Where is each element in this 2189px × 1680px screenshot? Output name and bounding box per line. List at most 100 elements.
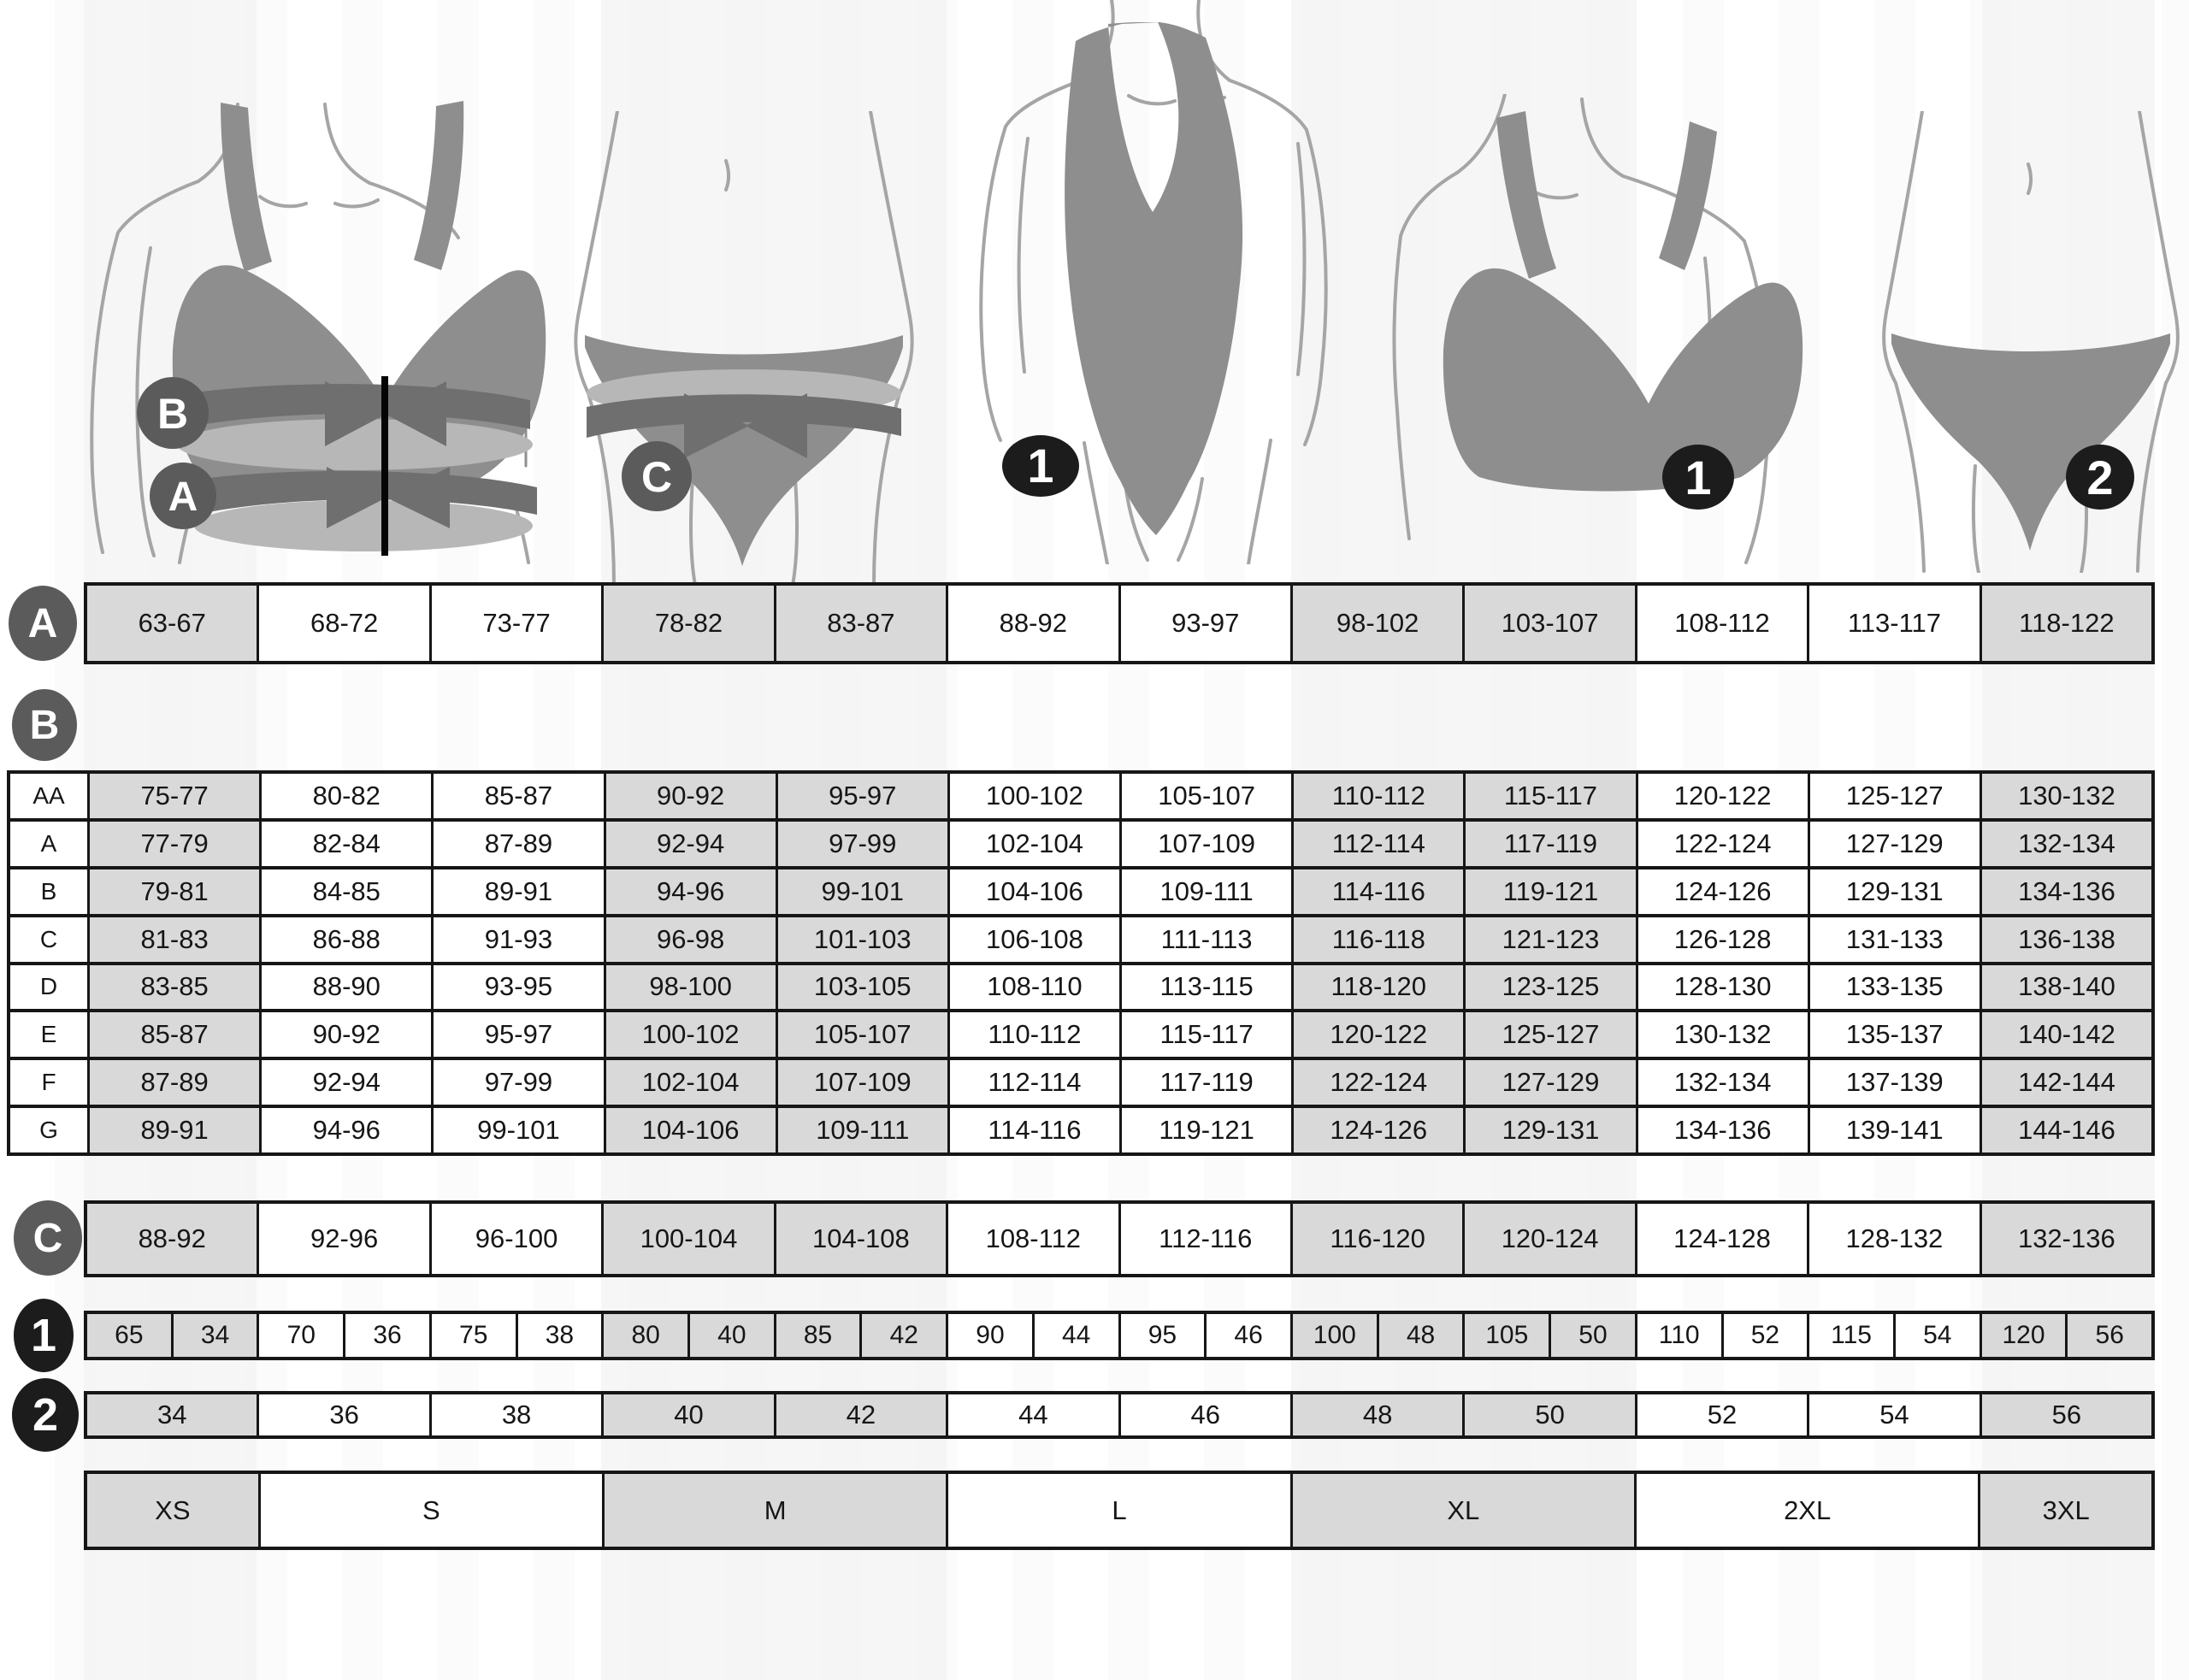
bust-cell: 127-129 <box>1807 821 1980 866</box>
panty-figure: 2 <box>1882 111 2180 573</box>
underbust-cell: 68-72 <box>257 586 429 661</box>
bra-size-pair: 120 56 <box>1979 1314 2152 1357</box>
bra-size-cell: 48 <box>1376 1314 1463 1357</box>
size-cell: XL <box>1289 1474 1634 1547</box>
cup-row: C 81-83 86-88 91-93 96-98 101-103 106-108 111-1… <box>10 913 2152 962</box>
size-cell: 2XL <box>1633 1474 1979 1547</box>
bust-cell: 122-124 <box>1635 821 1808 866</box>
bust-cell: 98-100 <box>603 964 776 1010</box>
bust-cell: 121-123 <box>1463 917 1636 962</box>
bust-cell: 133-135 <box>1807 964 1980 1010</box>
marker-b-label: B <box>29 702 60 748</box>
bra-measurement-figure: B A <box>90 101 546 564</box>
bust-cell: 108-110 <box>947 964 1120 1010</box>
bust-cell: 80-82 <box>259 774 432 818</box>
underbust-cell: 83-87 <box>773 586 947 661</box>
size-cell: 3XL <box>1978 1474 2151 1547</box>
underbust-tape <box>188 467 537 551</box>
bra-size-pair: 110 52 <box>1634 1314 1808 1357</box>
marker-1-circle: 1 <box>14 1299 74 1372</box>
marker-1-circle: 1 <box>1002 435 1079 497</box>
hip-cell: 116-120 <box>1289 1204 1463 1274</box>
bust-cup-table: AA 75-77 80-82 85-87 90-92 95-97 100-102 105-10… <box>7 770 2155 1156</box>
bust-cell: 94-96 <box>259 1108 432 1152</box>
bust-cell: 115-117 <box>1119 1012 1292 1058</box>
panty-size-cell: 46 <box>1118 1394 1290 1435</box>
panty-size-cell: 56 <box>1979 1394 2152 1435</box>
underbust-cell: 78-82 <box>601 586 774 661</box>
cup-label: F <box>10 1060 87 1105</box>
bust-cell: 130-132 <box>1635 1012 1808 1058</box>
bust-cell: 138-140 <box>1979 964 2152 1010</box>
bra-size-cell: 80 <box>604 1314 687 1357</box>
cup-label: D <box>10 964 87 1010</box>
bra-size-cell: 40 <box>687 1314 774 1357</box>
panty-size-cell: 42 <box>773 1394 947 1435</box>
bust-cell: 122-124 <box>1291 1060 1464 1105</box>
bra-size-cell: 70 <box>259 1314 344 1357</box>
bust-cell: 83-85 <box>87 964 260 1010</box>
arrow-left-icon <box>385 381 446 446</box>
panty-size-cell: 40 <box>601 1394 774 1435</box>
bust-cell: 101-103 <box>775 917 947 962</box>
bra-size-cell: 56 <box>2065 1314 2152 1357</box>
bra-size-pair: 75 38 <box>428 1314 602 1357</box>
bust-cell: 134-136 <box>1635 1108 1808 1152</box>
bust-cell: 129-131 <box>1463 1108 1636 1152</box>
bra-size-cell: 34 <box>170 1314 257 1357</box>
size-cell: XS <box>87 1474 258 1547</box>
bust-cell: 92-94 <box>603 821 776 866</box>
size-cell: L <box>946 1474 1290 1547</box>
hip-cell: 100-104 <box>601 1204 774 1274</box>
bra-size-pair: 100 48 <box>1289 1314 1463 1357</box>
bust-cell: 129-131 <box>1807 869 1980 914</box>
cup-row: F 87-89 92-94 97-99 102-104 107-109 112-114 117… <box>10 1057 2152 1105</box>
bra-size-cell: 52 <box>1720 1314 1808 1357</box>
bust-cell: 142-144 <box>1979 1060 2152 1105</box>
cup-label: B <box>10 869 87 914</box>
panty-size-cell: 44 <box>946 1394 1118 1435</box>
panty-garment <box>1891 333 2170 551</box>
bust-cell: 128-130 <box>1635 964 1808 1010</box>
bust-cell: 124-126 <box>1635 869 1808 914</box>
marker-2-circle: 2 <box>2066 445 2134 510</box>
bust-cell: 114-116 <box>1291 869 1464 914</box>
bust-cell: 109-111 <box>1119 869 1292 914</box>
size-cell: M <box>602 1474 947 1547</box>
arrow-left-icon <box>746 393 807 458</box>
bra-garment <box>1443 111 1803 492</box>
hip-cell: 132-136 <box>1979 1204 2152 1274</box>
bra-size-pair: 115 54 <box>1807 1314 1980 1357</box>
bust-cell: 87-89 <box>87 1060 260 1105</box>
bust-cell: 119-121 <box>1463 869 1636 914</box>
bust-cell: 132-134 <box>1979 821 2152 866</box>
bust-cell: 132-134 <box>1635 1060 1808 1105</box>
svg-text:C: C <box>641 453 672 501</box>
bust-cell: 117-119 <box>1119 1060 1292 1105</box>
hip-cell: 112-116 <box>1118 1204 1290 1274</box>
bust-cell: 81-83 <box>87 917 260 962</box>
svg-text:2: 2 <box>2086 451 2113 504</box>
international-size-table: XS S M L XL 2XL 3XL <box>84 1471 2155 1550</box>
bust-cell: 92-94 <box>259 1060 432 1105</box>
bust-cell: 99-101 <box>431 1108 604 1152</box>
panty-size-cell: 38 <box>428 1394 602 1435</box>
bra-size-cell: 115 <box>1809 1314 1893 1357</box>
bust-cell: 131-133 <box>1807 917 1980 962</box>
bra-size-cell: 54 <box>1892 1314 1980 1357</box>
bra-size-cell: 100 <box>1292 1314 1377 1357</box>
bust-cell: 107-109 <box>1119 821 1292 866</box>
arrow-left-icon <box>386 467 450 528</box>
bra-size-cell: 110 <box>1637 1314 1721 1357</box>
bra-figure: 1 <box>1392 94 1803 564</box>
bust-cell: 104-106 <box>947 869 1120 914</box>
bust-cell: 77-79 <box>87 821 260 866</box>
panty-size-row-table: 34 36 38 40 42 44 46 48 50 52 54 56 <box>84 1391 2155 1439</box>
cup-row: B 79-81 84-85 89-91 94-96 99-101 104-106 109-11… <box>10 865 2152 914</box>
bust-cell: 96-98 <box>603 917 776 962</box>
cup-label: G <box>10 1108 87 1152</box>
bust-cell: 126-128 <box>1635 917 1808 962</box>
bust-cell: 91-93 <box>431 917 604 962</box>
bust-cell: 90-92 <box>603 774 776 818</box>
